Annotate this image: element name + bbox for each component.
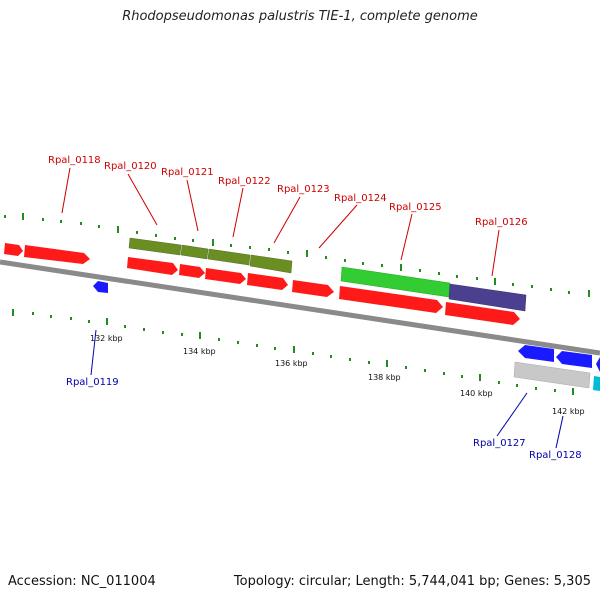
gene-label[interactable]: Rpal_0125 bbox=[389, 202, 442, 213]
gene-red-6[interactable] bbox=[292, 280, 334, 297]
tick-label: 134 kbp bbox=[183, 347, 216, 356]
bottom-label-leaders bbox=[90, 329, 564, 449]
bottom-gene-labels: Rpal_0119 Rpal_0127 Rpal_0128 bbox=[66, 377, 582, 461]
gene-label[interactable]: Rpal_0126 bbox=[475, 217, 528, 228]
gene-blue-2[interactable] bbox=[556, 351, 592, 368]
gene-label[interactable]: Rpal_0124 bbox=[334, 193, 387, 204]
gene-olive-4[interactable] bbox=[249, 254, 293, 274]
tick-label: 132 kbp bbox=[90, 334, 123, 343]
tick-label: 136 kbp bbox=[275, 359, 308, 368]
gene-gray[interactable] bbox=[513, 361, 591, 389]
gene-olive-3[interactable] bbox=[207, 248, 251, 266]
top-label-leaders bbox=[61, 167, 500, 277]
gene-blue-3[interactable] bbox=[596, 357, 600, 372]
gene-red-0[interactable] bbox=[4, 243, 23, 256]
genome-title: Rhodopseudomonas palustris TIE-1, comple… bbox=[122, 9, 478, 24]
gene-red-7[interactable] bbox=[339, 286, 443, 313]
inner-ruler bbox=[12, 309, 574, 395]
gene-label[interactable]: Rpal_0118 bbox=[48, 155, 101, 166]
genome-backbone bbox=[0, 259, 600, 356]
gene-blue-small[interactable] bbox=[93, 281, 108, 293]
gene-label[interactable]: Rpal_0121 bbox=[161, 167, 214, 178]
gene-label[interactable]: Rpal_0122 bbox=[218, 176, 271, 187]
topology-summary: Topology: circular; Length: 5,744,041 bp… bbox=[233, 574, 591, 589]
gene-red-4[interactable] bbox=[205, 268, 246, 284]
accession-text: Accession: NC_011004 bbox=[8, 574, 156, 589]
gene-label[interactable]: Rpal_0128 bbox=[529, 450, 582, 461]
gene-red-3[interactable] bbox=[179, 264, 205, 278]
gene-red-1[interactable] bbox=[24, 245, 90, 264]
gene-cyan[interactable] bbox=[593, 376, 600, 391]
gene-label[interactable]: Rpal_0127 bbox=[473, 438, 526, 449]
gene-label[interactable]: Rpal_0119 bbox=[66, 377, 119, 388]
gene-olive-1[interactable] bbox=[128, 237, 182, 256]
tick-label: 138 kbp bbox=[368, 373, 401, 382]
gene-red-5[interactable] bbox=[247, 273, 288, 290]
gene-red-2[interactable] bbox=[127, 257, 178, 275]
gene-blue-1[interactable] bbox=[518, 345, 554, 362]
gene-navy[interactable] bbox=[448, 283, 527, 312]
tick-label: 142 kbp bbox=[552, 407, 585, 416]
tick-label: 140 kbp bbox=[460, 389, 493, 398]
outer-ruler bbox=[4, 213, 590, 297]
gene-label[interactable]: Rpal_0123 bbox=[277, 184, 330, 195]
gene-label[interactable]: Rpal_0120 bbox=[104, 161, 157, 172]
tick-labels: 132 kbp 134 kbp 136 kbp 138 kbp 140 kbp … bbox=[90, 334, 585, 416]
top-gene-labels: Rpal_0118 Rpal_0120 Rpal_0121 Rpal_0122 … bbox=[48, 155, 528, 228]
gene-red-8[interactable] bbox=[445, 302, 520, 325]
gene-olive-2[interactable] bbox=[180, 244, 209, 260]
